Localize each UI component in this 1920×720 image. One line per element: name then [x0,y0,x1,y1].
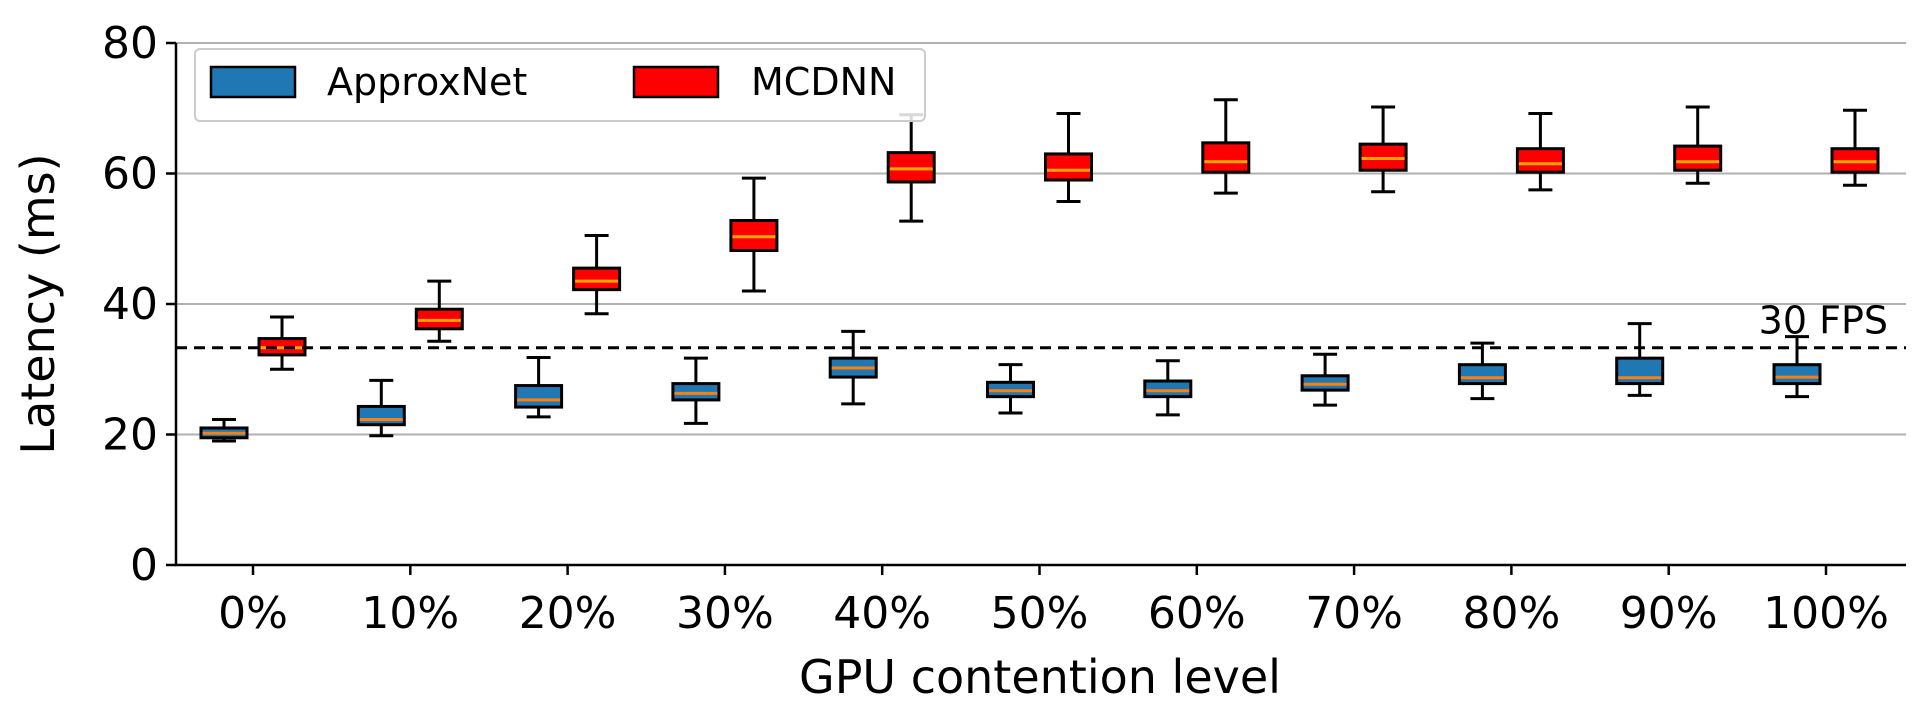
box-mcdnn [572,233,622,316]
legend-label-approxnet: ApproxNet [327,60,527,104]
box-approxnet [1143,359,1193,417]
iqr-box [886,151,936,184]
y-axis-title: Latency (ms) [11,153,65,454]
box-approxnet [986,363,1035,415]
x-tick-label: 0% [218,588,288,639]
x-tick-label: 30% [676,588,774,639]
legend-frame [194,48,926,122]
box-approxnet [199,417,249,443]
x-tick-label: 20% [519,588,617,639]
x-tick-label: 60% [1148,588,1246,639]
box-series [199,98,1880,443]
box-approxnet [671,356,721,425]
reference-line-group: 30 FPS [176,299,1906,350]
box-approxnet [828,329,878,406]
legend: ApproxNet MCDNN [194,48,926,122]
iqr-box [1457,363,1507,386]
box-mcdnn [1673,105,1723,185]
box-mcdnn [1358,105,1408,194]
box-mcdnn [1044,111,1093,204]
y-tick-label: 20 [102,410,158,461]
x-tick-label: 10% [361,588,459,639]
box-approxnet [356,378,406,438]
grid-lines [176,42,1906,436]
y-tick-label: 40 [102,279,158,330]
x-tick-label: 40% [833,588,931,639]
box-approxnet [1300,352,1350,407]
legend-swatch-mcdnn [632,65,720,99]
iqr-box [671,382,721,402]
box-mcdnn [729,176,779,293]
iqr-box [356,404,406,427]
fps-reference-label: 30 FPS [1759,299,1888,343]
box-approxnet [1772,335,1822,399]
tick-labels: 0 20 40 60 80 0% 10% 20% 30% 40% 50% 60% 70% 80% 90% 10… [102,18,1889,639]
x-tick-label: 70% [1305,588,1403,639]
legend-label-mcdnn: MCDNN [751,60,896,104]
iqr-box [514,384,564,409]
box-mcdnn [1830,108,1880,187]
x-axis-title: GPU contention level [799,650,1281,704]
iqr-box [572,266,622,292]
iqr-box [1772,363,1822,386]
y-tick-label: 60 [102,149,158,200]
iqr-box [1673,144,1723,172]
box-approxnet [1615,322,1665,397]
box-approxnet [514,356,564,419]
y-tick-label: 0 [130,540,158,591]
y-tick-label: 80 [102,18,158,69]
box-mcdnn [414,279,464,343]
box-mcdnn [257,315,307,371]
iqr-box [1515,147,1565,174]
box-mcdnn [1515,111,1565,192]
x-tick-label: 90% [1620,588,1718,639]
x-tick-label: 100% [1763,588,1889,639]
legend-swatch-approxnet [209,65,297,99]
iqr-box [1044,152,1093,182]
box-mcdnn [886,113,936,223]
iqr-box [1615,356,1665,386]
iqr-box [1201,141,1251,174]
x-tick-label: 80% [1463,588,1561,639]
iqr-box [1143,379,1193,399]
x-tick-label: 50% [991,588,1089,639]
box-mcdnn [1201,98,1251,195]
box-approxnet [1457,341,1507,401]
